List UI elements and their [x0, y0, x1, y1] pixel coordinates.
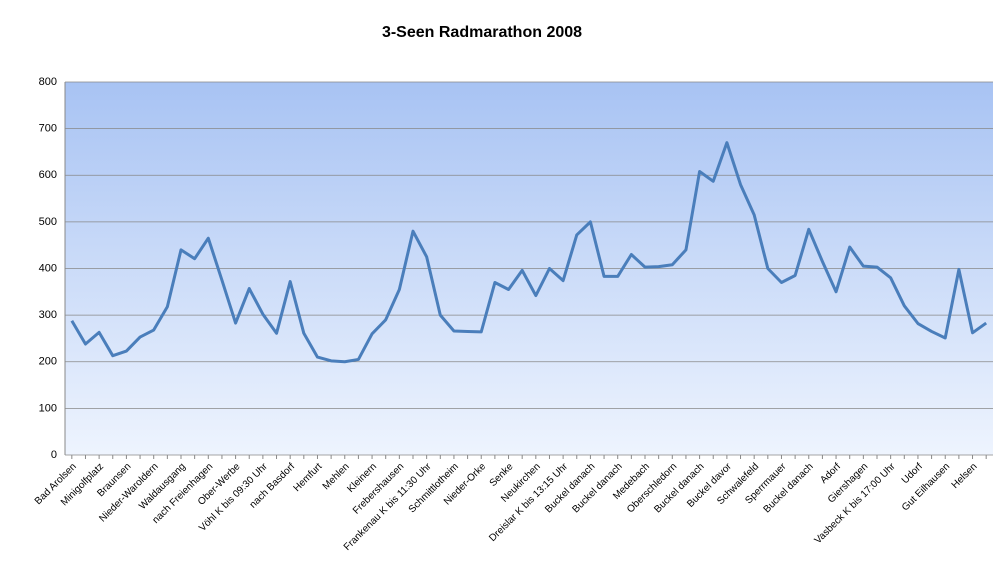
- x-tick-label: Gut Eilhausen: [900, 461, 952, 513]
- y-tick-label: 300: [39, 309, 57, 321]
- y-tick-label: 500: [39, 216, 57, 228]
- x-tick-label: Hemfurt: [292, 461, 325, 494]
- y-tick-label: 700: [39, 123, 57, 135]
- chart-title: 3-Seen Radmarathon 2008: [382, 24, 582, 41]
- x-tick-label: Helsen: [950, 461, 980, 491]
- x-tick-label: Udorf: [900, 461, 925, 486]
- y-tick-label: 100: [39, 402, 57, 414]
- y-tick-label: 400: [39, 262, 57, 274]
- y-tick-label: 600: [39, 169, 57, 181]
- y-tick-label: 800: [39, 76, 57, 88]
- x-tick-label: Buckel danach: [762, 461, 816, 515]
- x-tick-label: Adorf: [818, 461, 843, 486]
- y-tick-label: 200: [39, 356, 57, 368]
- line: [70, 141, 988, 364]
- y-tick-label: 0: [51, 449, 57, 461]
